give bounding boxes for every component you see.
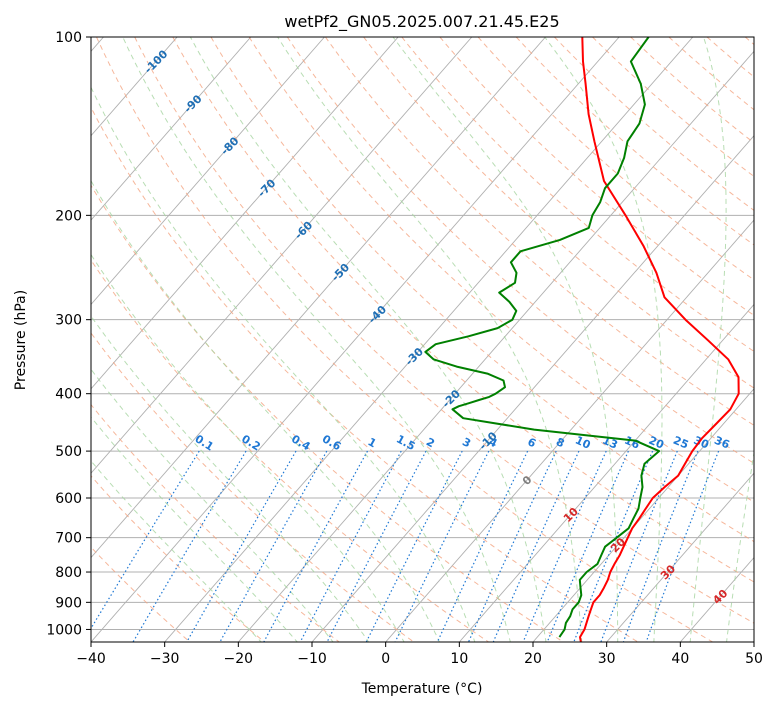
isotherm-line	[91, 37, 619, 642]
y-tick-label: 600	[55, 491, 82, 507]
mixing-ratio-label: 6	[525, 435, 538, 450]
dry-adiabat-line	[554, 37, 775, 642]
isotherm-line	[17, 37, 545, 642]
mixing-ratio-label: 36	[712, 434, 731, 452]
background-lines	[0, 37, 775, 643]
y-tick-label: 300	[55, 313, 82, 329]
x-tick-label: −10	[297, 651, 327, 667]
mixing-ratio-label: 3	[460, 435, 473, 450]
y-tick-label: 200	[55, 208, 82, 224]
moist-adiabat-line	[190, 37, 546, 643]
y-axis-title: Pressure (hPa)	[13, 290, 29, 390]
isotherm-line	[680, 37, 775, 642]
moist-adiabat-line	[393, 37, 618, 643]
isotherm-line	[386, 37, 775, 642]
x-axis-title: Temperature (°C)	[361, 681, 483, 697]
x-tick-label: −40	[76, 651, 106, 667]
mixing-ratio-label: 8	[554, 435, 566, 450]
mixing-ratio-label: 0.1	[193, 432, 216, 453]
x-tick-label: 30	[598, 651, 616, 667]
mixing-ratio-line	[366, 451, 462, 642]
mixing-ratio-line	[437, 451, 527, 642]
x-tick-label: 10	[450, 651, 468, 667]
moist-adiabat-line	[0, 37, 405, 643]
mixing-ratio-line	[220, 451, 327, 642]
y-tick-label: 1000	[46, 622, 82, 638]
isotherm-line	[312, 37, 775, 642]
moist-adiabat-line	[69, 37, 475, 643]
y-tick-label: 500	[55, 444, 82, 460]
chart-title: wetPf2_GN05.2025.007.21.45.E25	[284, 12, 559, 32]
mixing-ratio-label: 2	[424, 435, 437, 450]
dry-adiabat-line	[745, 37, 775, 642]
dry-adiabat-line	[287, 37, 775, 642]
profile-series	[425, 37, 738, 642]
y-tick-label: 100	[55, 30, 82, 46]
mixing-ratio-line	[646, 451, 718, 642]
plot-frame	[91, 37, 754, 642]
dry-adiabat-line	[0, 37, 414, 642]
dry-adiabat-line	[249, 37, 775, 642]
mixing-ratio-label: 0.4	[289, 432, 313, 453]
y-tick-label: 400	[55, 387, 82, 403]
x-tick-label: 40	[671, 651, 689, 667]
dry-adiabat-line	[364, 37, 775, 642]
mixing-ratio-line	[493, 451, 579, 642]
adiabat-label: -100	[142, 47, 171, 76]
x-tick-label: 0	[381, 651, 390, 667]
mixing-ratio-label: 0.6	[320, 432, 344, 453]
y-tick-label: 900	[55, 595, 82, 611]
dry-adiabat-line	[0, 37, 265, 642]
x-tick-label: −30	[150, 651, 180, 667]
dry-adiabat-line	[707, 37, 775, 642]
mixing-ratio-line	[395, 451, 489, 642]
isotherm-line	[0, 37, 398, 642]
y-tick-label: 700	[55, 531, 82, 547]
moist-adiabat-line	[0, 37, 370, 643]
y-tick-label: 800	[55, 565, 82, 581]
mixing-ratio-label: 25	[671, 434, 690, 452]
moist-adiabat-line	[726, 37, 775, 643]
isotherm-line	[607, 37, 775, 642]
moist-adiabat-line	[278, 37, 582, 643]
mixing-ratio-label: 1	[366, 435, 379, 450]
isotherm-line	[0, 37, 324, 642]
isotherm-line	[238, 37, 766, 642]
x-tick-label: −20	[224, 651, 254, 667]
isotherm-line	[754, 37, 775, 642]
moist-adiabat-line	[0, 37, 334, 643]
mixing-ratio-label: 0.2	[239, 432, 262, 453]
x-tick-label: 20	[524, 651, 542, 667]
x-tick-label: 50	[745, 651, 763, 667]
isotherm-line	[0, 37, 472, 642]
dry-adiabat-line	[0, 37, 339, 642]
isotherm-line	[0, 37, 251, 642]
moist-adiabat-line	[25, 37, 440, 643]
moist-adiabat-line	[0, 37, 262, 643]
